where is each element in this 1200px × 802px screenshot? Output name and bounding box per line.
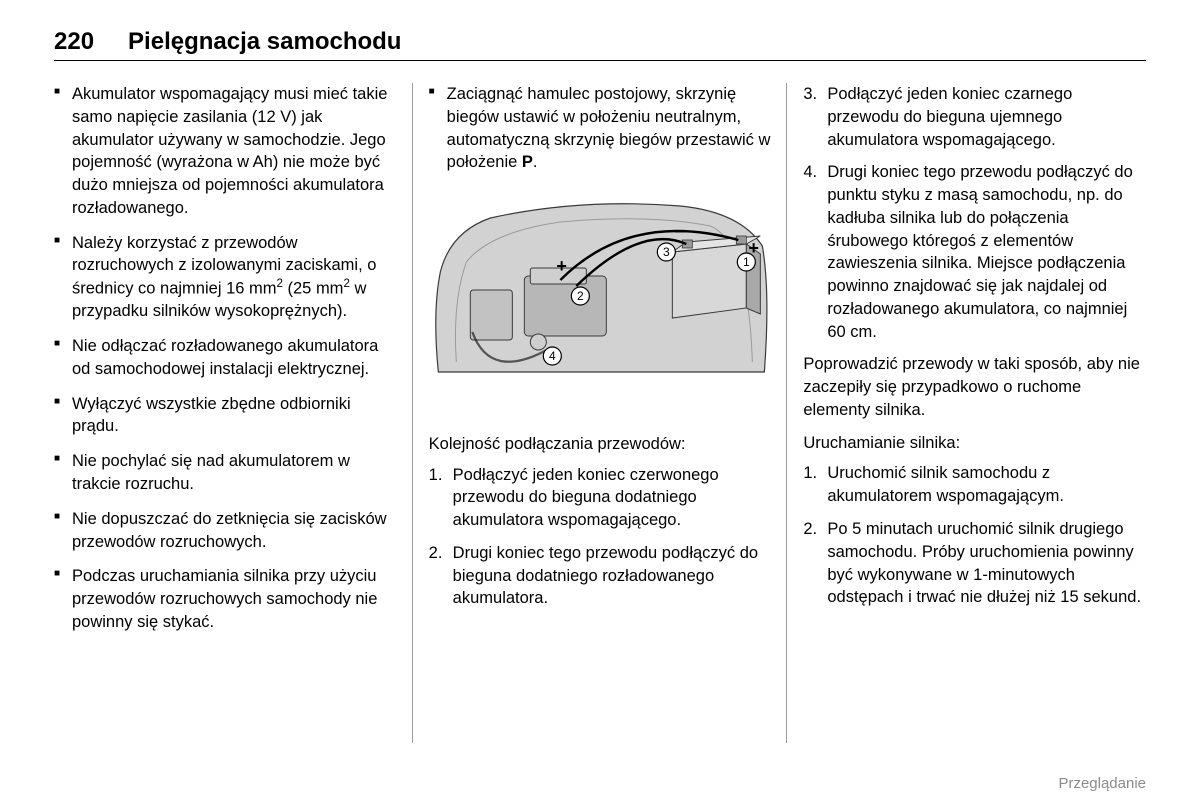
bullet-item: Akumulator wspomagający musi mieć takie … [54, 83, 397, 220]
bullet-bold: P [522, 153, 533, 171]
header-divider [54, 60, 1146, 61]
bullet-list-col2: Zaciągnąć hamulec postojowy, skrzynię bi… [429, 83, 772, 174]
footer-label: Przeglądanie [1058, 775, 1146, 792]
marker-1: 1 [743, 255, 750, 269]
page-number: 220 [54, 28, 94, 56]
list-item-text: Podłączyć jeden koniec czerwonego przewo… [453, 466, 719, 530]
numbered-list-col3: 3. Podłączyć jeden koniec czarnego przewo… [803, 83, 1146, 343]
list-item: 2. Po 5 minutach uruchomić silnik drugieg… [803, 518, 1146, 609]
page-title: Pielęgnacja samochodu [128, 28, 401, 56]
content-columns: Akumulator wspomagający musi mieć takie … [54, 83, 1146, 646]
list-item-number: 4. [803, 161, 817, 184]
marker-2: 2 [577, 289, 584, 303]
list-item-text: Drugi koniec tego przewodu podłączyć do … [453, 544, 758, 608]
bullet-item: Nie odłączać rozładowanego akumulatora o… [54, 335, 397, 381]
bullet-item: Podczas uruchamiania silnika przy użyciu… [54, 565, 397, 633]
bullet-item: Zaciągnąć hamulec postojowy, skrzynię bi… [429, 83, 772, 174]
bullet-item: Nie dopuszczać do zetknięcia się zaciskó… [54, 508, 397, 554]
list-item-number: 3. [803, 83, 817, 106]
list-item-number: 1. [803, 462, 817, 485]
marker-3: 3 [663, 245, 670, 259]
bullet-tail: . [533, 153, 538, 171]
col3-para1: Poprowadzić przewody w taki sposób, aby … [803, 353, 1146, 421]
list-item-text: Podłączyć jeden koniec czarnego przewodu… [827, 85, 1072, 149]
column-1: Akumulator wspomagający musi mieć takie … [54, 83, 413, 646]
list-item: 1. Podłączyć jeden koniec czerwonego prze… [429, 464, 772, 532]
col2-list-intro: Kolejność podłączania przewodów: [429, 433, 772, 456]
list-item-text: Drugi koniec tego przewodu podłączyć do … [827, 163, 1132, 340]
col3-sub-heading: Uruchamianie silnika: [803, 432, 1146, 455]
column-3: 3. Podłączyć jeden koniec czarnego przewo… [787, 83, 1146, 646]
engine-diagram: + + − 1 2 3 4 [429, 192, 772, 410]
list-item-number: 1. [429, 464, 443, 487]
numbered-list-col2: 1. Podłączyć jeden koniec czerwonego prze… [429, 464, 772, 611]
list-item-text: Uruchomić silnik samochodu z akumulatore… [827, 464, 1064, 505]
list-item: 2. Drugi koniec tego przewodu podłączyć d… [429, 542, 772, 610]
list-item-text: Po 5 minutach uruchomić silnik drugiego … [827, 520, 1141, 606]
bullet-list-col1: Akumulator wspomagający musi mieć takie … [54, 83, 397, 634]
svg-text:+: + [556, 256, 567, 276]
list-item: 1. Uruchomić silnik samochodu z akumulato… [803, 462, 1146, 508]
list-item-number: 2. [803, 518, 817, 541]
bullet-text: Zaciągnąć hamulec postojowy, skrzynię bi… [447, 85, 771, 171]
bullet-item: Należy korzystać z przewodów rozruchowyc… [54, 232, 397, 324]
list-item-number: 2. [429, 542, 443, 565]
numbered-list-col3-sub: 1. Uruchomić silnik samochodu z akumulato… [803, 462, 1146, 609]
bullet-item: Wyłączyć wszystkie zbędne odbiorniki prą… [54, 393, 397, 439]
page-header: 220 Pielęgnacja samochodu [54, 28, 1146, 56]
column-2: Zaciągnąć hamulec postojowy, skrzynię bi… [413, 83, 788, 646]
svg-text:−: − [674, 221, 686, 243]
bullet-item: Nie pochylać się nad akumulatorem w trak… [54, 450, 397, 496]
list-item: 3. Podłączyć jeden koniec czarnego przewo… [803, 83, 1146, 151]
marker-4: 4 [549, 349, 556, 363]
list-item: 4. Drugi koniec tego przewodu podłączyć d… [803, 161, 1146, 343]
